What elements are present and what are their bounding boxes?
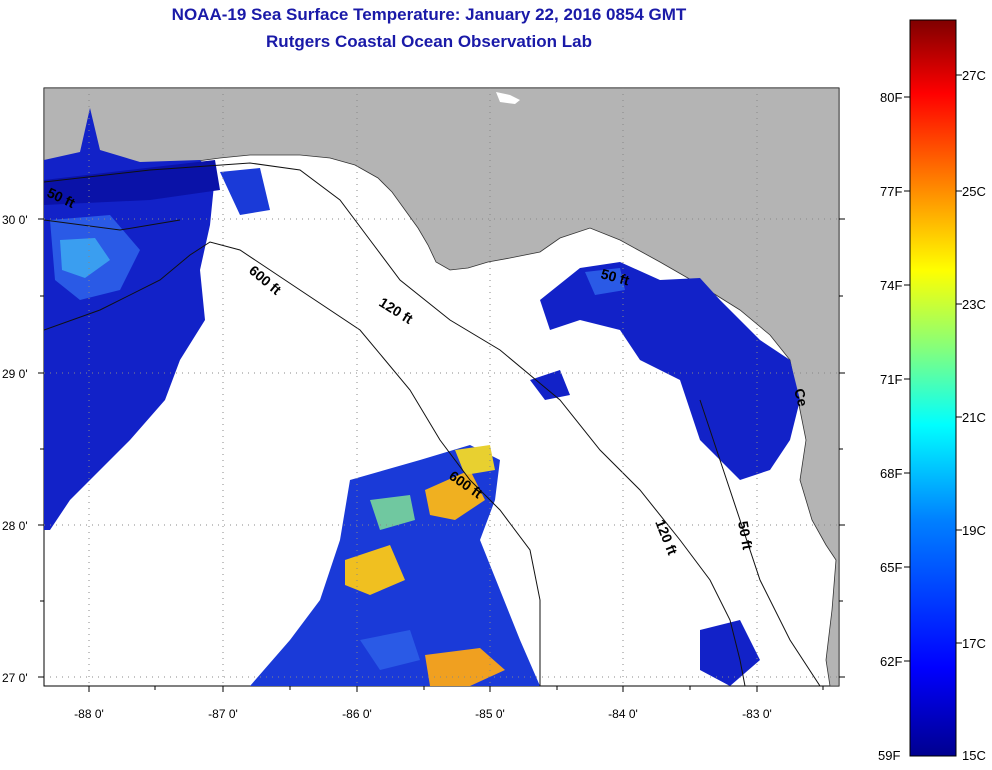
contour-line: [699, 399, 821, 686]
colorbar-label-f: 71F: [880, 372, 902, 387]
lon-label: -86 0': [342, 707, 372, 721]
colorbar-label-c: 25C: [962, 184, 986, 199]
colorbar-label-c: 15C: [962, 748, 986, 763]
colorbar-label-c: 17C: [962, 636, 986, 651]
contour-line: [44, 162, 746, 686]
sst-patch: [345, 545, 405, 595]
sst-patch: [425, 648, 505, 686]
lon-label: -84 0': [608, 707, 638, 721]
map-title: NOAA-19 Sea Surface Temperature: January…: [171, 5, 687, 24]
lon-label: -85 0': [475, 707, 505, 721]
colorbar-label-c: 21C: [962, 410, 986, 425]
lon-label: -88 0': [74, 707, 104, 721]
lon-label: -83 0': [742, 707, 772, 721]
axis-ticks: [38, 218, 845, 692]
colorbar-label-f: 68F: [880, 466, 902, 481]
contour-label: 50 ft: [735, 520, 756, 551]
sst-patch: [530, 370, 570, 400]
contour-line: [44, 219, 181, 231]
map-subtitle: Rutgers Coastal Ocean Observation Lab: [266, 32, 592, 51]
contour-line: [44, 241, 541, 686]
colorbar-label-c: 19C: [962, 523, 986, 538]
colorbar-label-f: 65F: [880, 560, 902, 575]
lat-label: 28 0': [2, 519, 28, 533]
lat-label: 29 0': [2, 367, 28, 381]
colorbar-label-f: 74F: [880, 278, 902, 293]
sst-patch: [370, 495, 415, 530]
colorbar-label-f: 77F: [880, 184, 902, 199]
sst-patch: [44, 160, 220, 205]
sst-patch: [425, 470, 485, 520]
colorbar-ticks: [904, 74, 962, 662]
graticule: [44, 88, 839, 686]
colorbar-label-c: 27C: [962, 68, 986, 83]
colorbar: [909, 19, 957, 757]
sst-patch: [60, 238, 110, 278]
contour-label: 50 ft: [599, 265, 631, 288]
lat-label: 30 0': [2, 213, 28, 227]
contour-label: Ce: [791, 387, 811, 409]
colorbar-label-c: 23C: [962, 297, 986, 312]
colorbar-label-f: 59F: [878, 748, 900, 763]
sst-patch: [455, 445, 495, 475]
island: [496, 92, 520, 104]
sst-patch: [360, 630, 420, 670]
sst-patch: [220, 168, 270, 215]
lat-label: 27 0': [2, 671, 28, 685]
colorbar-label-f: 80F: [880, 90, 902, 105]
colorbar-label-f: 62F: [880, 654, 902, 669]
sst-region-west: [44, 108, 215, 530]
lon-label: -87 0': [208, 707, 238, 721]
sst-patch: [585, 268, 625, 295]
sst-region-east: [540, 262, 800, 480]
sst-patch: [700, 620, 760, 686]
land-mass: [44, 88, 839, 686]
